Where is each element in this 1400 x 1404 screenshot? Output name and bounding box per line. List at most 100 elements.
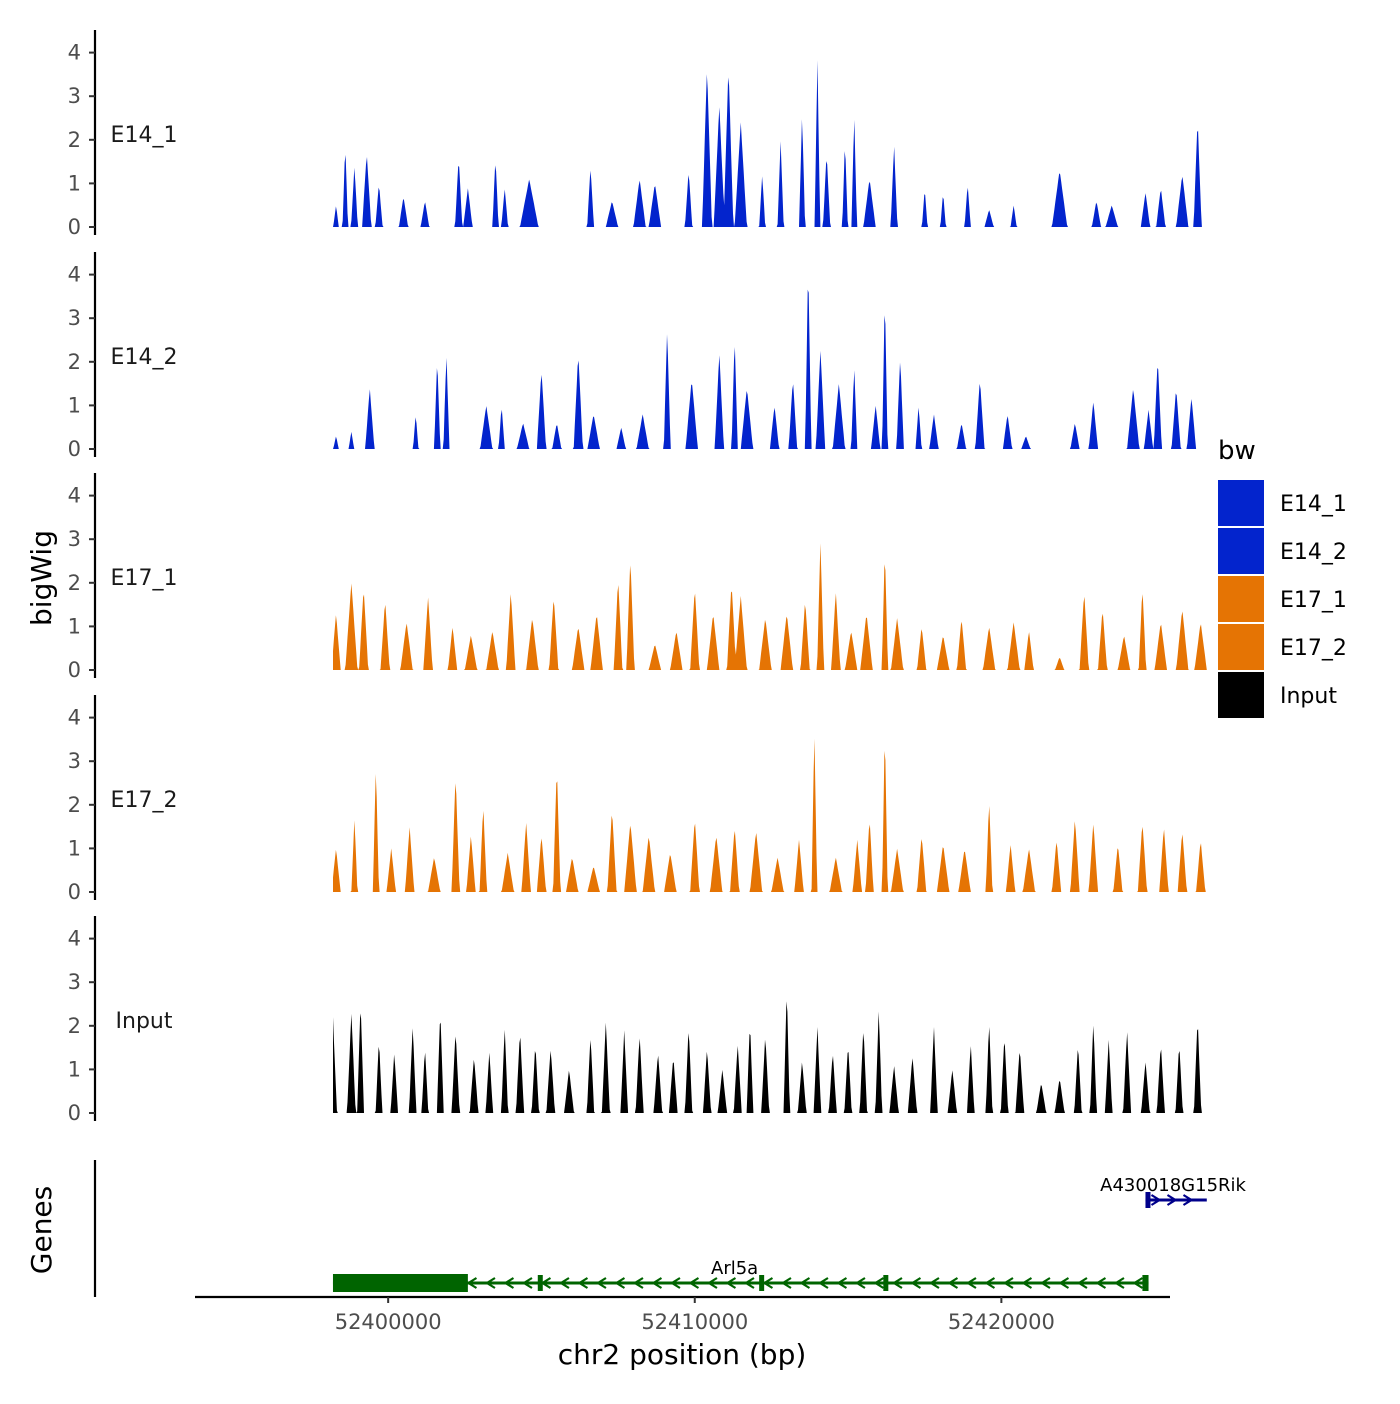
strand-arrow (706, 1277, 718, 1289)
gene-a430018g15rik: A430018G15Rik (1100, 1175, 1247, 1208)
strand-arrow (891, 1277, 903, 1289)
track-e17_1: 0 1 2 3 4 E17_1 (68, 473, 1207, 682)
strand-arrow (836, 1277, 848, 1289)
legend-swatch (1218, 624, 1264, 670)
strand-arrow (521, 1277, 533, 1289)
y-tick-label: 3 (68, 84, 81, 108)
strand-arrow (577, 1277, 589, 1289)
y-tick-label: 4 (68, 706, 81, 730)
y-tick-label: 4 (68, 263, 81, 287)
strand-arrow (965, 1277, 977, 1289)
x-tick-label: 52400000 (335, 1310, 442, 1334)
genes-axis-title: Genes (25, 1186, 58, 1274)
strand-arrow (688, 1277, 700, 1289)
strand-arrow (558, 1277, 570, 1289)
track-label-input: Input (116, 1009, 173, 1034)
y-tick-label: 1 (68, 836, 81, 860)
y-tick-label: 0 (68, 215, 81, 239)
exon (1145, 1192, 1151, 1208)
strand-arrow (484, 1277, 496, 1289)
track-e14_2: 0 1 2 3 4 E14_2 (68, 252, 1207, 461)
legend-item-e14_2: E14_2 (1218, 528, 1347, 574)
x-tick-label: 52420000 (948, 1310, 1055, 1334)
gene-arl5a: Arl5a (332, 1258, 1149, 1292)
exon (759, 1275, 765, 1291)
strand-arrow (669, 1277, 681, 1289)
strand-arrow (799, 1277, 811, 1289)
track-label-e17_2: E17_2 (111, 788, 178, 813)
gene-label: A430018G15Rik (1100, 1175, 1246, 1196)
signal-area-e14_1 (333, 60, 1207, 227)
signal-area-e17_2 (333, 738, 1207, 892)
strand-arrow (1166, 1194, 1178, 1206)
strand-arrow (743, 1277, 755, 1289)
strand-arrow (780, 1277, 792, 1289)
y-tick-label: 1 (68, 1057, 81, 1081)
legend-label: E14_1 (1280, 492, 1347, 517)
legend-item-input: Input (1218, 672, 1337, 718)
y-axis-title: bigWig (25, 530, 58, 626)
genes-layer: Arl5a A430018G15Rik (93, 1160, 1247, 1297)
y-tick-label: 2 (68, 350, 81, 374)
y-tick-label: 4 (68, 41, 81, 65)
legend-label: E17_2 (1280, 636, 1347, 661)
y-tick-label: 2 (68, 571, 81, 595)
y-tick-label: 1 (68, 393, 81, 417)
strand-arrow (595, 1277, 607, 1289)
strand-arrow (1021, 1277, 1033, 1289)
legend-label: E17_1 (1280, 588, 1347, 613)
strand-arrow (1095, 1277, 1107, 1289)
signal-area-e17_1 (333, 543, 1207, 670)
legend-title: bw (1218, 436, 1256, 466)
y-tick-label: 1 (68, 171, 81, 195)
exon (537, 1275, 543, 1291)
track-label-e14_2: E14_2 (111, 345, 178, 370)
y-tick-label: 2 (68, 1014, 81, 1038)
track-input: 0 1 2 3 4 Input (68, 916, 1207, 1125)
legend-swatch (1218, 576, 1264, 622)
strand-arrow (762, 1277, 774, 1289)
legend-item-e14_1: E14_1 (1218, 480, 1347, 526)
y-tick-label: 3 (68, 970, 81, 994)
signal-area-e14_2 (333, 289, 1207, 449)
track-label-e17_1: E17_1 (111, 566, 178, 591)
gene-label: Arl5a (711, 1258, 758, 1279)
y-tick-label: 0 (68, 880, 81, 904)
strand-arrow (725, 1277, 737, 1289)
y-tick-label: 2 (68, 793, 81, 817)
strand-arrow (817, 1277, 829, 1289)
strand-arrow (1039, 1277, 1051, 1289)
legend-label: E14_2 (1280, 540, 1347, 565)
legend-item-e17_1: E17_1 (1218, 576, 1347, 622)
track-label-e14_1: E14_1 (111, 123, 178, 148)
strand-arrow (1182, 1194, 1194, 1206)
strand-arrow (1132, 1277, 1144, 1289)
x-axis: 52400000 52410000 52420000 (195, 1295, 1170, 1334)
strand-arrow (1002, 1277, 1014, 1289)
legend-label: Input (1280, 684, 1337, 709)
strand-arrow (873, 1277, 885, 1289)
x-tick-label: 52410000 (641, 1310, 748, 1334)
y-tick-label: 3 (68, 306, 81, 330)
x-axis-title: chr2 position (bp) (558, 1338, 807, 1371)
strand-arrow (466, 1277, 478, 1289)
strand-arrow (651, 1277, 663, 1289)
strand-arrow (1058, 1277, 1070, 1289)
y-tick-label: 0 (68, 1101, 81, 1125)
strand-arrow (632, 1277, 644, 1289)
exon (883, 1275, 889, 1291)
strand-arrow (1150, 1194, 1162, 1206)
strand-arrow (1113, 1277, 1125, 1289)
strand-arrow (910, 1277, 922, 1289)
strand-arrow (1076, 1277, 1088, 1289)
tracks-layer: 0 1 2 3 4 E14_1 0 1 2 3 4 E14_2 0 1 2 3 4 E17_1 0 1 2 3 4 E17_2… (68, 30, 1207, 1125)
strand-arrow (503, 1277, 515, 1289)
legend-swatch (1218, 480, 1264, 526)
y-tick-label: 2 (68, 128, 81, 152)
y-tick-label: 4 (68, 927, 81, 951)
y-tick-label: 0 (68, 658, 81, 682)
strand-arrow (984, 1277, 996, 1289)
y-tick-label: 0 (68, 437, 81, 461)
